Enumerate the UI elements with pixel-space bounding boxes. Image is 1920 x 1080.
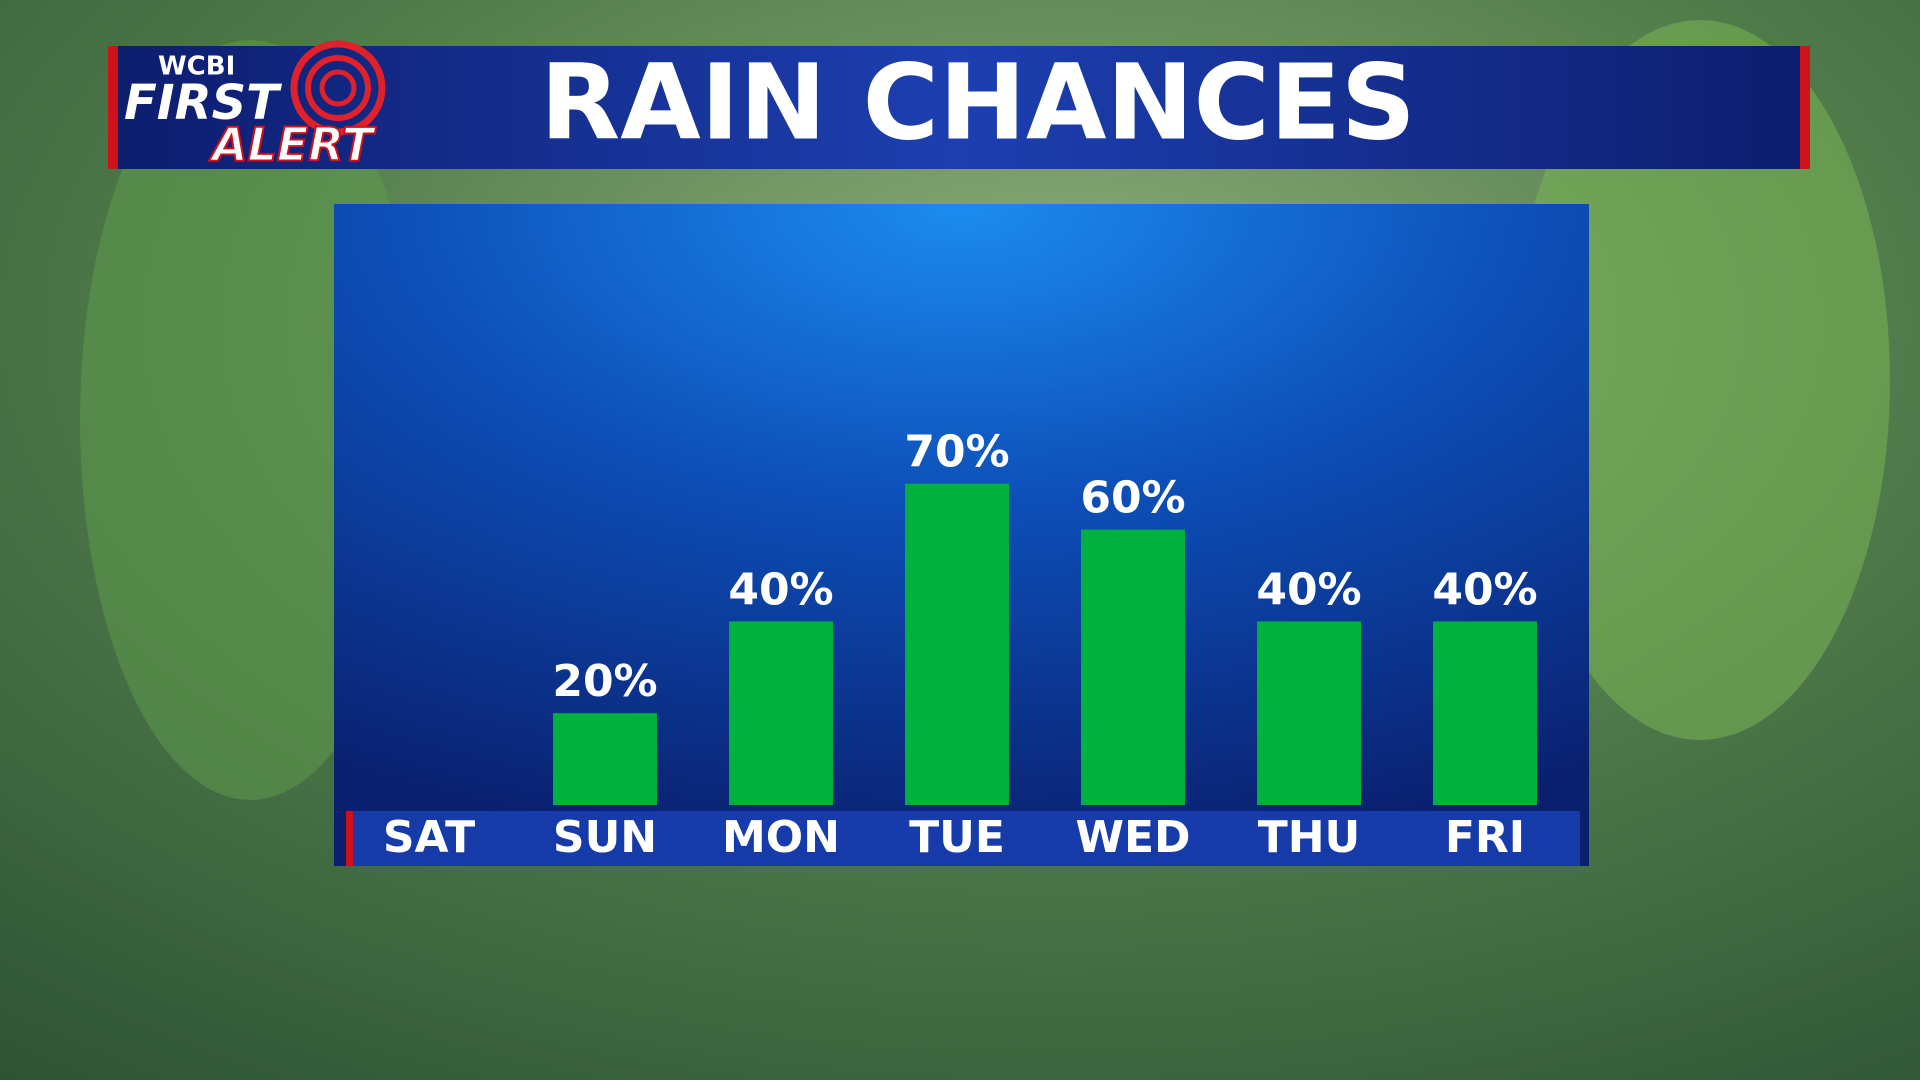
day-strip — [346, 811, 1580, 866]
value-label: 20% — [552, 656, 657, 707]
logo: WCBI FIRST ALERT — [124, 40, 386, 173]
x-tick-label: MON — [722, 812, 840, 863]
bar — [1257, 621, 1361, 805]
x-tick-label: SAT — [383, 812, 475, 863]
logo-line2: ALERT — [209, 118, 377, 172]
header-bar — [108, 46, 1810, 169]
chart-title: RAIN CHANCES — [540, 41, 1416, 163]
logo-ring — [290, 40, 386, 136]
bar — [553, 713, 657, 805]
x-tick-label: FRI — [1445, 812, 1525, 863]
logo-station: WCBI — [158, 52, 235, 82]
value-label: 70% — [904, 427, 1009, 478]
value-label: 40% — [728, 564, 833, 615]
header-edge — [108, 46, 118, 169]
bar — [1081, 529, 1185, 805]
logo-ring — [319, 69, 357, 107]
header-edge — [1800, 46, 1810, 169]
x-tick-label: THU — [1258, 812, 1361, 863]
day-strip-edge — [346, 811, 353, 866]
value-label: 60% — [1080, 473, 1185, 524]
leaf — [1510, 20, 1890, 740]
x-tick-label: WED — [1075, 812, 1190, 863]
value-label: 40% — [1256, 564, 1361, 615]
bar — [905, 483, 1009, 805]
logo-line1: FIRST — [124, 75, 282, 131]
x-tick-label: TUE — [909, 812, 1005, 863]
value-label: 40% — [1432, 564, 1537, 615]
bar — [1433, 621, 1537, 805]
logo-ring — [305, 55, 371, 121]
x-tick-label: SUN — [553, 812, 657, 863]
bar — [729, 621, 833, 805]
